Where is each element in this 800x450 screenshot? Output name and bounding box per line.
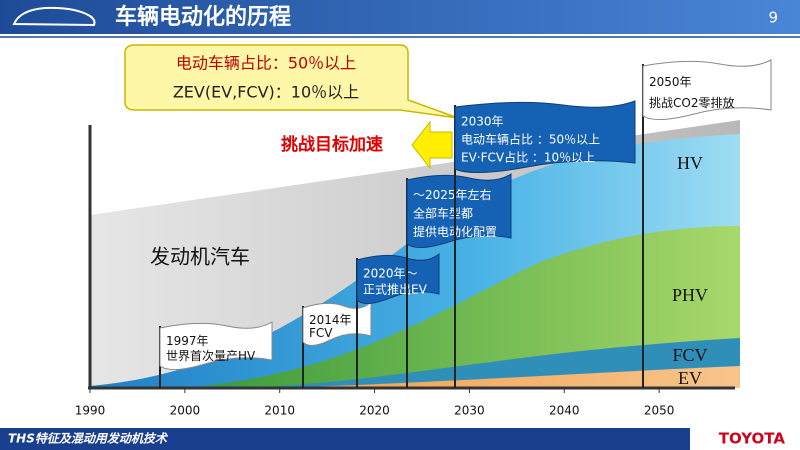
ev-area <box>280 366 740 388</box>
flag-text: 2030年 <box>461 115 504 129</box>
flag-text: 电动车辆占比 ：50％以上 <box>461 132 600 147</box>
engine-label: 发动机汽车 <box>150 245 250 269</box>
flag-text: 挑战CO2零排放 <box>649 95 734 110</box>
flag <box>159 321 273 370</box>
flag <box>302 300 372 346</box>
flag-text: 2020年～ <box>363 267 418 281</box>
x-tick-label: 2050 <box>644 404 675 418</box>
flag <box>454 100 636 174</box>
x-tick-label: 2040 <box>549 404 580 418</box>
callout-line: ZEV(EV,FCV)：10％以上 <box>173 83 359 102</box>
car-icon <box>12 6 96 27</box>
x-tick-label: 2010 <box>264 404 295 418</box>
flag-text: 2050年 <box>649 75 692 89</box>
accelerate-label: 挑战目标加速 <box>281 134 383 155</box>
footer-bar <box>0 428 690 450</box>
callout-box <box>124 44 459 119</box>
x-tick-label: 2030 <box>454 404 485 418</box>
flag-text: FCV <box>309 326 333 340</box>
flag-text: 1997年 <box>166 334 209 348</box>
x-tick-label: 2020 <box>359 404 390 418</box>
callout-line: 电动车辆占比：50％以上 <box>176 54 356 73</box>
phv-label: PHV <box>672 285 708 305</box>
flag-text: ～2025年左右 <box>413 187 492 202</box>
fcv-label: FCV <box>672 345 707 365</box>
hv-label: HV <box>677 153 703 173</box>
x-tick-label: 1990 <box>75 404 106 418</box>
footer-text: THS特征及混动用发动机技术 <box>8 432 169 446</box>
x-tick-label: 2000 <box>170 404 201 418</box>
flag-text: 正式推出EV <box>363 283 428 297</box>
header-bar <box>0 0 800 34</box>
accelerate-arrow <box>411 120 453 170</box>
flag-text: 全部车型都 <box>413 206 473 221</box>
flag-text: 世界首次量产HV <box>166 349 256 363</box>
brand: TOYOTA <box>719 430 786 448</box>
flag-text: EV·FCV占比 ：10％以上 <box>461 150 595 165</box>
phv-area <box>200 226 740 388</box>
page-number: 9 <box>768 9 778 27</box>
title: 车辆电动化的历程 <box>115 4 291 30</box>
flag-text: 2014年 <box>309 313 352 327</box>
flag <box>642 59 772 120</box>
flag <box>356 252 440 304</box>
ev-label: EV <box>678 368 702 388</box>
